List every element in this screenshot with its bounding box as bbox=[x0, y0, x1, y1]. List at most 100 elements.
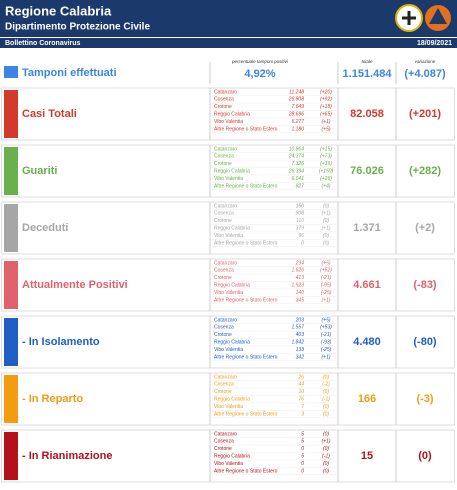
province: Cosenza bbox=[214, 439, 234, 445]
date: 18/09/2021 bbox=[417, 40, 452, 47]
logo-triangle bbox=[429, 8, 447, 24]
section-change: (+282) bbox=[409, 165, 441, 177]
province-value: 10.864 bbox=[289, 146, 305, 152]
province-value: 827 bbox=[296, 183, 305, 189]
province-value: 345 bbox=[296, 297, 305, 303]
province-value: 5 bbox=[301, 454, 304, 460]
province: Catanzaro bbox=[214, 317, 237, 323]
section-marker bbox=[4, 318, 18, 366]
province-value: 203 bbox=[295, 317, 305, 323]
col-header: totale bbox=[361, 59, 373, 64]
province-value: 0 bbox=[301, 446, 304, 452]
province-change: (0) bbox=[323, 431, 329, 437]
province: Cosenza bbox=[214, 97, 234, 103]
province-value: 140 bbox=[296, 290, 305, 296]
province: Catanzaro bbox=[214, 260, 237, 266]
section-marker bbox=[4, 432, 18, 480]
logo-cross bbox=[402, 11, 416, 25]
section-marker bbox=[4, 375, 18, 423]
province-change: (-1) bbox=[322, 454, 330, 460]
section-box bbox=[1, 315, 455, 369]
province-change: (+26) bbox=[320, 176, 332, 182]
section-box bbox=[1, 258, 455, 312]
province-value: 0 bbox=[301, 468, 304, 474]
tamponi-percent: 4,92% bbox=[244, 68, 275, 80]
section-change: (-3) bbox=[416, 393, 433, 405]
province-value: 1.557 bbox=[291, 325, 304, 331]
province-change: (+5) bbox=[321, 317, 330, 323]
province: Catanzaro bbox=[214, 203, 237, 209]
section-marker bbox=[4, 90, 18, 138]
province-value: 133 bbox=[296, 347, 305, 353]
section-total: 15 bbox=[361, 450, 373, 462]
province: Crotone bbox=[214, 389, 232, 395]
province-change: (-25) bbox=[321, 290, 332, 296]
province: Cosenza bbox=[214, 154, 234, 160]
tamponi-change: (+4.087) bbox=[404, 68, 446, 80]
header-bg bbox=[0, 0, 457, 48]
province-change: (0) bbox=[323, 404, 329, 410]
subtitle: Dipartimento Protezione Civile bbox=[5, 22, 150, 33]
province: Vibo Valentia bbox=[214, 290, 243, 296]
province-change: (-1) bbox=[322, 397, 330, 403]
province-value: 1.842 bbox=[291, 340, 304, 346]
province-change: (-93) bbox=[321, 340, 332, 346]
province: Crotone bbox=[214, 161, 232, 167]
province: Reggio Calabria bbox=[214, 340, 250, 346]
section-label: Attualmente Positivi bbox=[22, 279, 128, 291]
col-header: percentuale tamponi positivi bbox=[231, 59, 289, 64]
province-value: 379 bbox=[296, 226, 305, 232]
province-change: (0) bbox=[323, 446, 329, 452]
province-change: (+92) bbox=[320, 97, 332, 103]
province-change: (+73) bbox=[320, 154, 332, 160]
section-total: 82.058 bbox=[350, 108, 384, 120]
title: Regione Calabria bbox=[5, 3, 112, 18]
province-value: 3 bbox=[301, 411, 304, 417]
province-value: 7.649 bbox=[291, 104, 304, 110]
province: Altre Regione o Stato Estero bbox=[214, 354, 278, 360]
province: Vibo Valentia bbox=[214, 176, 243, 182]
province-value: 808 bbox=[296, 211, 305, 217]
province: Vibo Valentia bbox=[214, 347, 243, 353]
province: Reggio Calabria bbox=[214, 283, 250, 289]
province-value: 28.696 bbox=[288, 112, 305, 118]
province: Reggio Calabria bbox=[214, 226, 250, 232]
tamponi-label: Tamponi effettuati bbox=[22, 67, 117, 79]
province-value: 10 bbox=[298, 389, 304, 395]
section-label: - In Reparto bbox=[22, 393, 83, 405]
section-box bbox=[1, 372, 455, 426]
section-label: - In Isolamento bbox=[22, 336, 100, 348]
section-label: Guariti bbox=[22, 165, 57, 177]
province-change: (+5) bbox=[321, 260, 330, 266]
section-change: (+201) bbox=[409, 108, 441, 120]
province-value: 6.041 bbox=[291, 176, 304, 182]
province-value: 11.248 bbox=[289, 89, 304, 95]
province-value: 150 bbox=[296, 203, 305, 209]
province-change: (0) bbox=[323, 468, 329, 474]
province-value: 5 bbox=[301, 439, 304, 445]
province-value: 0 bbox=[301, 461, 304, 467]
province: Vibo Valentia bbox=[214, 461, 243, 467]
province-change: (+65) bbox=[320, 112, 332, 118]
province-change: (+20) bbox=[320, 89, 332, 95]
section-box bbox=[1, 144, 455, 198]
section-marker bbox=[4, 204, 18, 252]
section-marker bbox=[4, 261, 18, 309]
province: Altre Regione o Stato Estero bbox=[214, 183, 278, 189]
section-total: 4.661 bbox=[353, 279, 381, 291]
province-change: (+15) bbox=[320, 146, 332, 152]
province-value: 44 bbox=[298, 382, 304, 388]
bulletin-label: Bollettino Coronavirus bbox=[5, 40, 81, 47]
province-change: (0) bbox=[323, 374, 329, 380]
province: Vibo Valentia bbox=[214, 233, 243, 239]
province-value: 0 bbox=[301, 240, 304, 246]
province-value: 342 bbox=[296, 354, 305, 360]
province-value: 1.180 bbox=[291, 126, 304, 132]
province-change: (+53) bbox=[320, 325, 332, 331]
province-change: (-21) bbox=[321, 332, 332, 338]
province: Reggio Calabria bbox=[214, 112, 250, 118]
province-value: 1.923 bbox=[291, 283, 304, 289]
province: Crotone bbox=[214, 446, 232, 452]
province: Catanzaro bbox=[214, 431, 237, 437]
province-value: 403 bbox=[296, 332, 305, 338]
